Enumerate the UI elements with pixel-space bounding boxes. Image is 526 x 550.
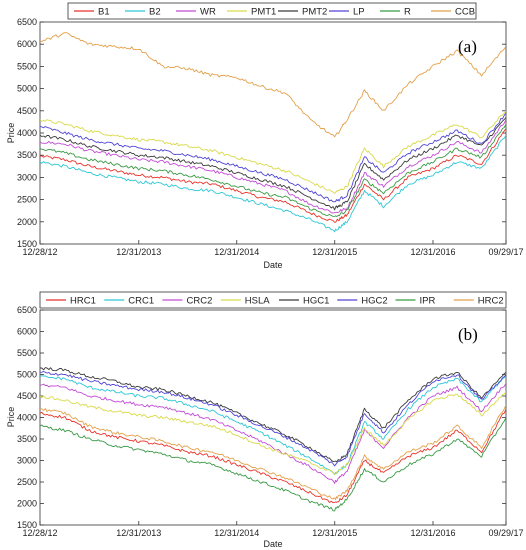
y-tick-label: 2500 [17,195,37,205]
y-tick-label: 2000 [17,217,37,227]
y-tick-label: 2000 [17,499,37,509]
y-tick-label: 6000 [17,327,37,337]
y-tick-label: 4500 [17,106,37,116]
legend: B1 B2 WR PMT1 PMT2 LP R CCB [67,2,477,20]
y-tick-label: 4500 [17,391,37,401]
chart-panel-a: 1500 2000 2500 3000 3500 4000 4500 5000 5500 6000… [6,2,524,270]
y-tick-label: 2500 [17,477,37,487]
series-line-hsla [40,391,506,476]
plot-area [39,309,507,526]
series-line-lp [40,112,506,203]
x-tick-label: 12/31/2014 [214,247,259,257]
series-line-b2 [40,134,506,233]
x-tick-label: 09/29/17 [488,528,523,538]
y-tick-label: 6500 [17,305,37,315]
x-axis-label: Date [263,539,282,549]
series-line-ccb [40,32,506,138]
x-tick-label: 12/31/2015 [312,247,357,257]
y-axis-label: Price [6,407,16,428]
legend-label-hgc1: HGC1 [303,296,329,307]
panel-label: (b) [458,325,478,344]
y-tick-label: 4000 [17,413,37,423]
x-tick-label: 12/31/2016 [410,528,455,538]
y-tick-label: 4000 [17,128,37,138]
x-tick-label: 12/31/2014 [214,528,259,538]
x-tick-label: 09/29/17 [488,247,523,257]
series-line-b1 [40,128,506,223]
legend-label-r: R [404,7,411,18]
series-line-hgc1 [40,367,506,463]
y-tick-label: 5000 [17,370,37,380]
legend-label-crc1: CRC1 [128,296,154,307]
y-tick-label: 3500 [17,434,37,444]
series-line-pmt2 [40,117,506,211]
legend-label-lp: LP [353,7,365,18]
legend-box [39,291,507,309]
legend-label-hsla: HSLA [245,296,270,307]
y-tick-label: 5500 [17,61,37,71]
legend-label-ccb: CCB [455,7,475,18]
legend-label-wr: WR [200,7,216,18]
y-tick-label: 3000 [17,172,37,182]
legend-label-b2: B2 [149,7,161,18]
series-line-pmt1 [40,110,506,194]
y-tick-label: 6500 [17,17,37,27]
y-tick-label: 3000 [17,456,37,466]
legend-label-b1: B1 [98,7,110,18]
series-line-crc1 [40,374,506,475]
x-tick-label: 12/28/12 [22,247,57,257]
series-line-ipr [40,417,506,512]
legend-box [67,2,477,20]
x-tick-label: 12/28/12 [22,528,57,538]
legend-label-crc2: CRC2 [187,296,213,307]
y-tick-label: 5500 [17,348,37,358]
series-line-hgc2 [40,371,506,467]
legend-label-hrc1: HRC1 [70,296,96,307]
legend: HRC1 CRC1 CRC2 HSLA HGC1 HGC2 IPR HRC2 [39,291,507,309]
chart-panel-b: 1500 2000 2500 3000 3500 4000 4500 5000 5500 6000… [6,291,524,549]
series-line-hrc1 [40,408,506,504]
x-tick-label: 12/31/2013 [116,528,161,538]
y-axis-label: Price [6,123,16,144]
y-tick-label: 1500 [17,239,37,249]
legend-label-hrc2: HRC2 [478,296,504,307]
y-tick-label: 3500 [17,150,37,160]
x-tick-label: 12/31/2015 [312,528,357,538]
x-tick-label: 12/31/2013 [116,247,161,257]
y-tick-label: 5000 [17,84,37,94]
legend-label-hgc2: HGC2 [361,296,387,307]
legend-label-ipr: IPR [420,296,436,307]
y-tick-label: 6000 [17,39,37,49]
x-axis-label: Date [263,260,282,270]
legend-label-pmt2: PMT2 [302,7,327,18]
x-tick-label: 12/31/2016 [410,247,455,257]
legend-label-pmt1: PMT1 [251,7,276,18]
series-line-r [40,123,506,217]
y-tick-label: 1500 [17,520,37,530]
series-line-wr [40,119,506,214]
series-line-hrc2 [40,404,506,501]
panel-label: (a) [458,37,477,56]
series-line-crc2 [40,382,506,484]
